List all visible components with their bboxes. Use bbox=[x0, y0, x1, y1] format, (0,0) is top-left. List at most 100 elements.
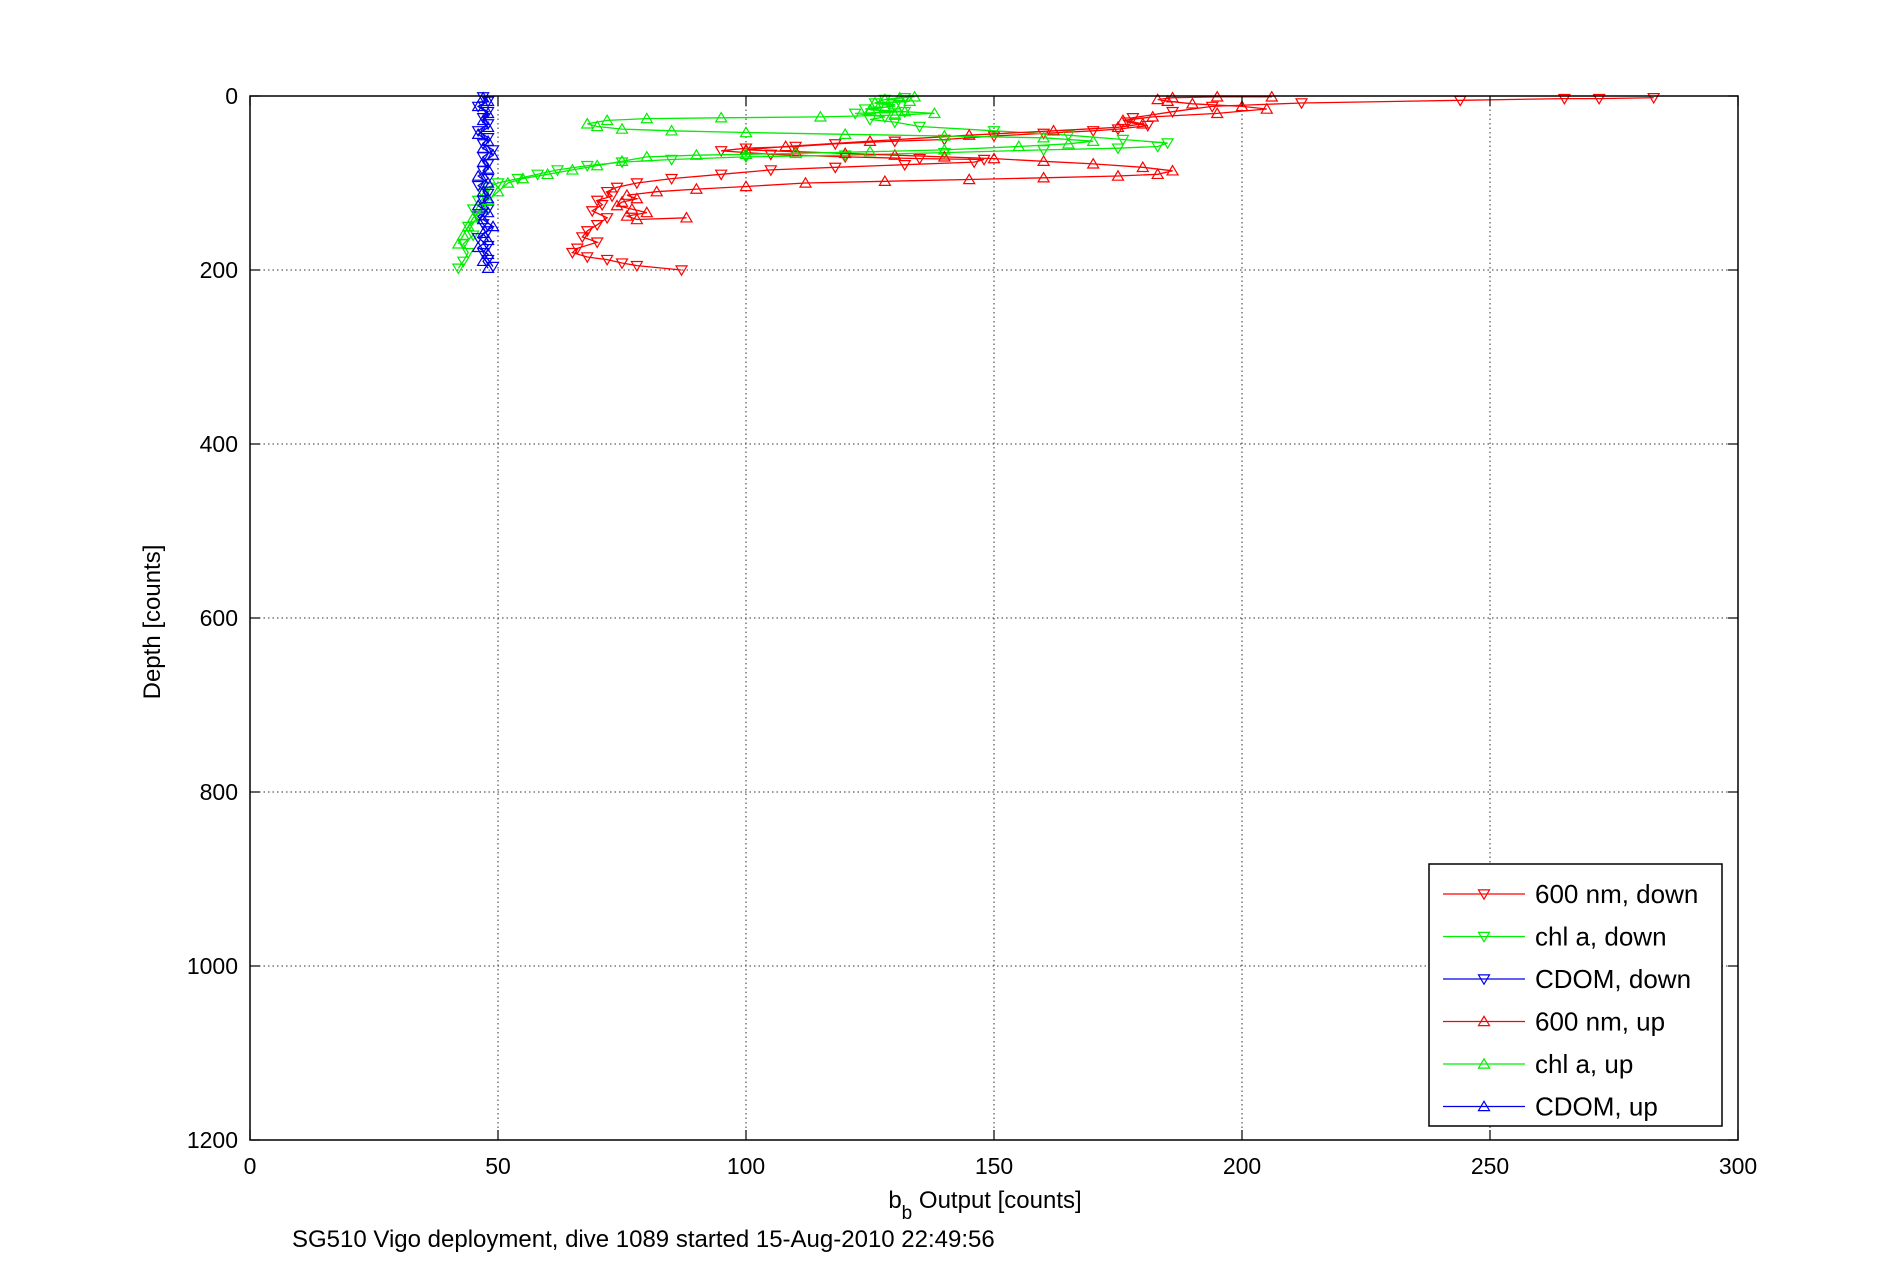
series-cdom-up bbox=[471, 91, 500, 273]
plot-caption: SG510 Vigo deployment, dive 1089 started… bbox=[292, 1226, 995, 1253]
series-600-nm-down-point bbox=[888, 136, 902, 148]
series-cdom-up-point bbox=[481, 192, 495, 204]
series-chl-a-up-point bbox=[541, 167, 555, 180]
series-600-nm-down-point bbox=[1557, 93, 1571, 106]
series-600-nm-up-point bbox=[1146, 110, 1160, 122]
series-cdom-down-point bbox=[476, 113, 490, 125]
series-600-nm-up-point bbox=[739, 180, 753, 192]
series-600-nm-down-point bbox=[714, 169, 728, 181]
series-600-nm-up-point bbox=[1037, 171, 1051, 183]
series-600-nm-up-point bbox=[1111, 169, 1125, 181]
series-cdom-up-point bbox=[476, 91, 490, 103]
series-chl-a-up-point bbox=[893, 91, 907, 103]
series-chl-a-up-point bbox=[937, 129, 951, 141]
series-chl-a-down-point bbox=[739, 152, 753, 164]
series-cdom-up-point bbox=[481, 106, 495, 119]
series-chl-a-up-point bbox=[1086, 134, 1100, 146]
legend-entries: 600 nm, down chl a, down CDOM, down 600 nm,… bbox=[1443, 879, 1698, 1122]
series-cdom-down-point bbox=[471, 233, 485, 245]
series-600-nm-up-point bbox=[1116, 113, 1130, 126]
series-600-nm-down-point bbox=[674, 265, 689, 277]
series-chl-a-down-point bbox=[838, 150, 852, 162]
series-chl-a-up-point bbox=[863, 103, 877, 115]
legend-entry-cdom-up: CDOM, up bbox=[1443, 1092, 1658, 1122]
y-tick-label: 800 bbox=[200, 779, 238, 805]
series-600-nm-down-point bbox=[610, 182, 624, 194]
series-600-nm-up-point bbox=[1161, 94, 1175, 106]
series-600-nm-up-point bbox=[1136, 117, 1150, 129]
tick-labels: 0 50 100 150 200 250 300 0 200 400 600 800 1000 1200 bbox=[187, 83, 1757, 1179]
series-600-nm-up-point bbox=[650, 185, 664, 197]
series-chl-a-up-point bbox=[927, 106, 942, 119]
series-600-nm-down-point bbox=[580, 226, 594, 238]
series-chl-a-up-point bbox=[516, 172, 530, 184]
series-cdom-up-point bbox=[476, 185, 490, 197]
series-chl-a-up-point bbox=[640, 150, 654, 162]
series-chl-a-down-point bbox=[1111, 143, 1125, 155]
series-600-nm-up-point bbox=[962, 128, 976, 140]
series-600-nm-down-point bbox=[585, 206, 599, 218]
series-chl-a-up-point bbox=[1037, 131, 1051, 143]
legend-marker bbox=[1477, 1100, 1491, 1112]
series-600-nm-down-point bbox=[580, 252, 594, 264]
series-chl-a-down-point bbox=[491, 178, 505, 190]
legend-label: 600 nm, down bbox=[1535, 879, 1698, 909]
series-cdom-down-point bbox=[471, 126, 485, 138]
series-cdom-up-point bbox=[481, 206, 495, 218]
series-chl-a-up-point bbox=[878, 93, 892, 105]
legend-label: CDOM, down bbox=[1535, 964, 1691, 994]
legend-label: 600 nm, up bbox=[1535, 1007, 1665, 1037]
legend-label: CDOM, up bbox=[1535, 1092, 1658, 1122]
legend-box bbox=[1428, 863, 1723, 1127]
series-600-nm-up-point bbox=[630, 213, 644, 225]
series-chl-a-down-point bbox=[1161, 138, 1175, 150]
legend: 600 nm, down chl a, down CDOM, down 600 nm,… bbox=[1428, 863, 1723, 1127]
series-chl-a-up-point bbox=[863, 145, 877, 157]
series-chl-a-up-point bbox=[466, 211, 480, 223]
series-600-nm-up-point bbox=[779, 140, 793, 152]
series-600-nm-up-point bbox=[1166, 91, 1180, 103]
series-600-nm-up-point bbox=[1111, 120, 1125, 133]
series-600-nm-up-point bbox=[1235, 100, 1249, 112]
series-chl-a-up-point bbox=[813, 110, 827, 122]
series-chl-a-down-point bbox=[937, 147, 951, 159]
series-600-nm-down-point bbox=[600, 254, 614, 266]
legend-entry-chl-a-up: chl a, up bbox=[1443, 1049, 1633, 1079]
x-tick-label: 50 bbox=[485, 1153, 511, 1179]
series-chl-a-down-point bbox=[888, 117, 902, 129]
x-axis-label-main: b bbox=[888, 1187, 901, 1214]
series-600-nm-down-point bbox=[590, 220, 604, 232]
series-chl-a-down-point bbox=[461, 247, 475, 260]
series-600-nm-down-point bbox=[789, 141, 803, 153]
x-axis-label: bb Output [counts] bbox=[888, 1187, 1081, 1224]
series-chl-a-down-point bbox=[456, 256, 470, 268]
series-cdom-up-point bbox=[481, 234, 495, 246]
legend-entry-600-nm-down: 600 nm, down bbox=[1443, 879, 1698, 909]
series-600-nm-up-point bbox=[679, 211, 694, 223]
series-chl-a-down bbox=[451, 93, 1175, 275]
series-cdom-up-point bbox=[471, 100, 485, 112]
series-chl-a-up-point bbox=[590, 159, 604, 171]
legend-marker bbox=[1477, 1015, 1491, 1027]
legend-marker bbox=[1477, 931, 1491, 943]
series-cdom-up-point bbox=[476, 155, 490, 167]
legend-marker bbox=[1477, 1057, 1491, 1069]
series-600-nm-up-point bbox=[1136, 160, 1150, 173]
legend-entry-chl-a-down: chl a, down bbox=[1443, 922, 1667, 952]
series-cdom-up-point bbox=[481, 94, 495, 106]
series-cdom-up-point bbox=[481, 247, 495, 260]
series-chl-a-up-point bbox=[937, 143, 951, 155]
series-cdom-up-point bbox=[471, 169, 485, 181]
series-600-nm-down-point bbox=[595, 200, 609, 212]
series-chl-a-down-point bbox=[913, 121, 927, 133]
legend-marker bbox=[1477, 974, 1491, 986]
series-600-nm-up-point bbox=[888, 148, 902, 160]
series-chl-a-up-point bbox=[665, 124, 679, 136]
y-tick-label: 600 bbox=[200, 605, 238, 631]
series-cdom-up-point bbox=[481, 162, 495, 174]
series-600-nm-down-point bbox=[828, 162, 842, 174]
series-chl-a-up-point bbox=[461, 220, 475, 232]
series-chl-a-down-point bbox=[898, 93, 912, 105]
series-cdom-up-point bbox=[476, 141, 490, 153]
series-600-nm-up-point bbox=[1151, 93, 1165, 105]
